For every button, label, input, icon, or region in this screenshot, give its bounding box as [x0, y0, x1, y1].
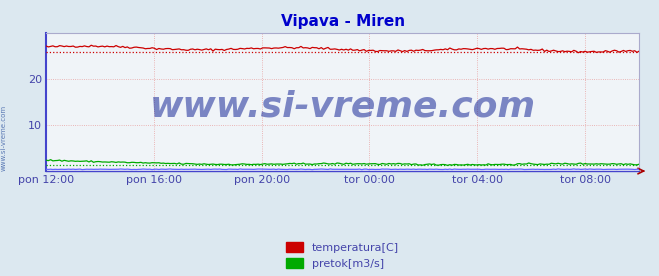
Text: www.si-vreme.com: www.si-vreme.com — [150, 89, 536, 123]
Title: Vipava - Miren: Vipava - Miren — [281, 14, 405, 29]
Legend: temperatura[C], pretok[m3/s]: temperatura[C], pretok[m3/s] — [287, 242, 399, 269]
Text: www.si-vreme.com: www.si-vreme.com — [0, 105, 7, 171]
